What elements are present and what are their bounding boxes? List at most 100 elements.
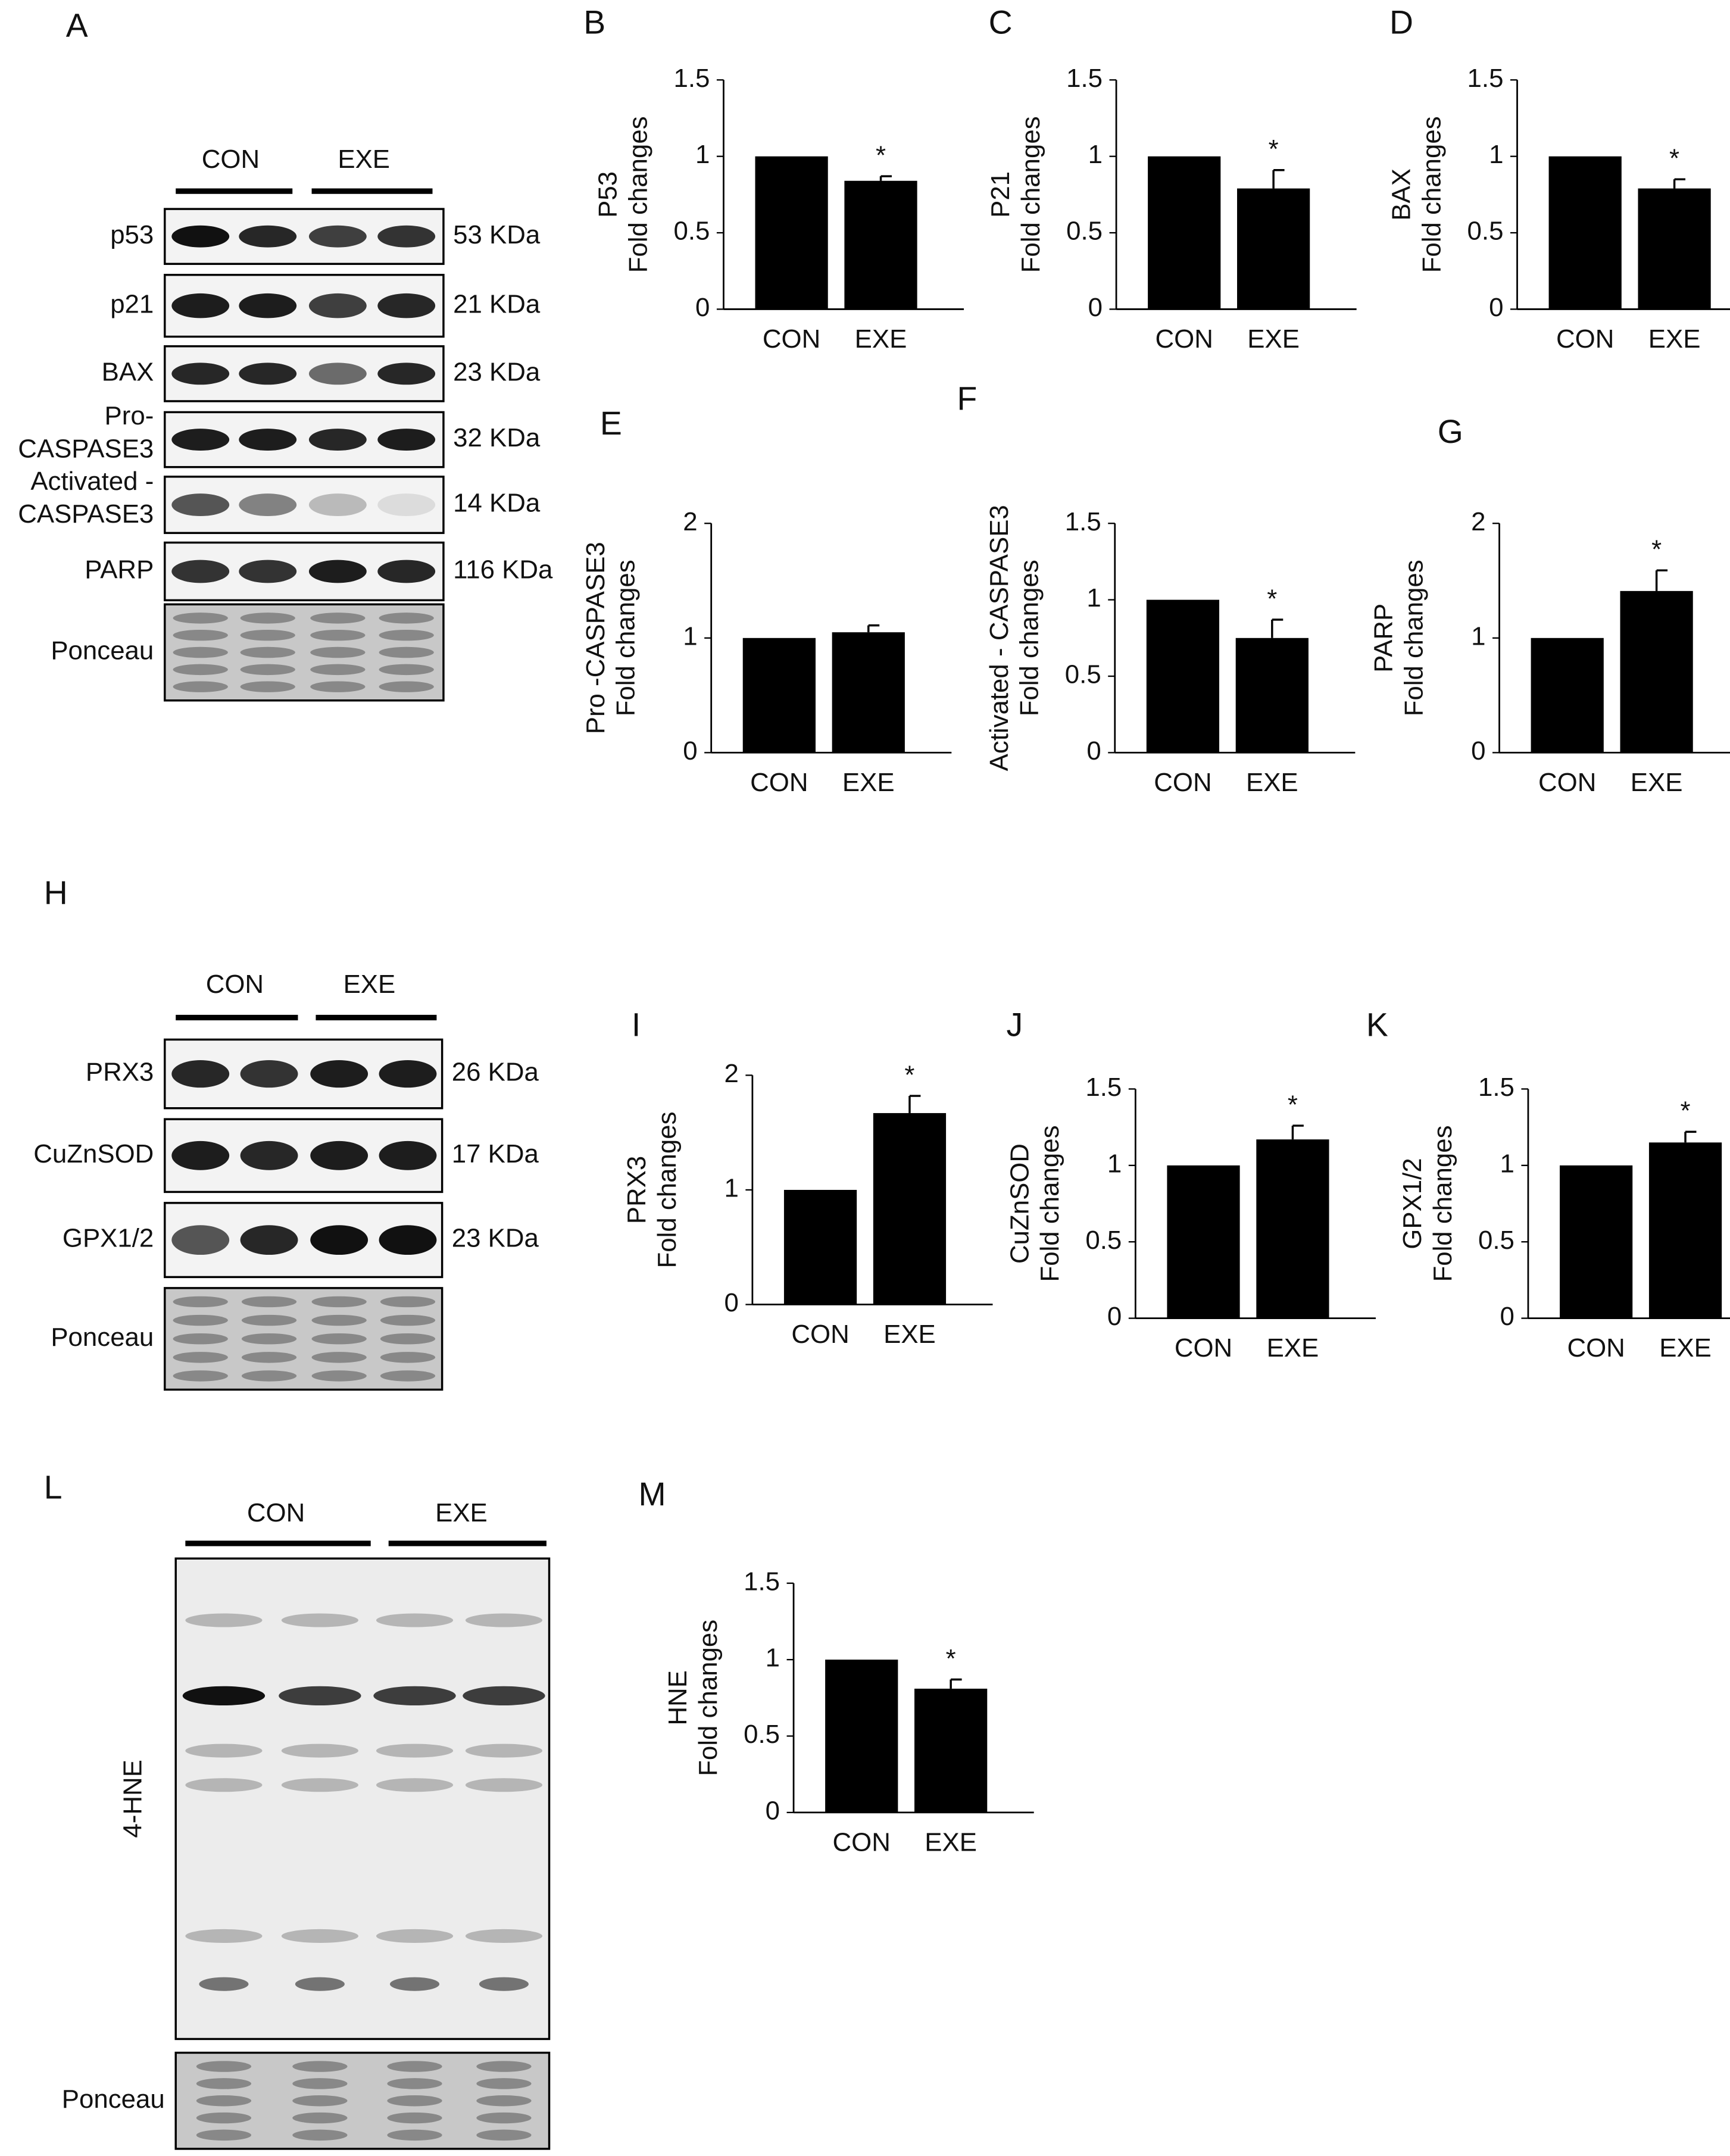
- panel-label: B: [583, 4, 605, 41]
- x-tick-label: EXE: [883, 1320, 936, 1349]
- y-axis-label: P53: [594, 171, 623, 218]
- molecular-weight: 17 KDa: [452, 1139, 539, 1168]
- row-label: Ponceau: [62, 2085, 165, 2114]
- blot-band: [185, 1743, 263, 1758]
- group-label: CON: [202, 145, 260, 174]
- bar: [1146, 599, 1220, 753]
- blot-band: [379, 613, 434, 624]
- molecular-weight: 53 KDa: [453, 220, 541, 249]
- blot-frame: [164, 1287, 444, 1391]
- x-tick-label: EXE: [1631, 768, 1683, 797]
- bar: [1620, 590, 1693, 753]
- y-tick-label: 0.5: [673, 217, 710, 246]
- x-tick-label: CON: [833, 1828, 891, 1857]
- blot-band: [308, 429, 367, 451]
- blot-band: [465, 1613, 543, 1627]
- blot-band: [171, 1141, 230, 1170]
- panel-label: F: [957, 380, 978, 417]
- blot-band: [380, 1352, 436, 1363]
- y-tick-label: 1: [1489, 140, 1503, 169]
- y-axis-label: Fold changes: [694, 1620, 723, 1776]
- y-axis-label: Fold changes: [1016, 116, 1045, 273]
- bar: [1237, 188, 1310, 310]
- blot-band: [376, 1613, 454, 1627]
- panel-label: C: [989, 4, 1013, 41]
- y-tick-label: 0.5: [1085, 1226, 1122, 1255]
- blot-band: [173, 1370, 228, 1382]
- blot-band: [173, 646, 228, 658]
- panel-label: E: [600, 405, 622, 442]
- blot-band: [241, 1333, 297, 1345]
- y-tick-label: 0.5: [1478, 1226, 1514, 1255]
- blot-band: [173, 1296, 228, 1308]
- molecular-weight: 26 KDa: [452, 1058, 539, 1087]
- blot-band: [292, 2129, 348, 2141]
- error-bar: [867, 624, 880, 633]
- blot-band: [182, 1686, 266, 1706]
- blot-band: [279, 1686, 361, 1706]
- y-tick-label: 1.5: [1066, 64, 1103, 93]
- blot-band: [387, 2078, 442, 2089]
- y-axis-label: Activated - CASPASE3: [985, 505, 1014, 771]
- group-label: EXE: [343, 970, 396, 999]
- bar: [755, 156, 828, 310]
- blot-band: [171, 560, 230, 583]
- panel-label: A: [66, 7, 88, 43]
- blot-band: [281, 1929, 358, 1943]
- blot-frame: [174, 1557, 551, 2041]
- blot-band: [310, 613, 366, 624]
- y-tick-label: 1: [1500, 1149, 1514, 1178]
- blot-band: [240, 613, 295, 624]
- y-tick-label: 0: [1088, 293, 1103, 322]
- x-tick-label: EXE: [1246, 768, 1298, 797]
- row-label: Activated -: [30, 467, 154, 496]
- blot-band: [380, 1314, 436, 1326]
- y-axis-label: Fold changes: [611, 560, 641, 716]
- y-tick-label: 0: [1471, 736, 1485, 765]
- blot-band: [476, 2078, 532, 2089]
- blot-band: [311, 1333, 367, 1345]
- error-bar: [908, 1095, 921, 1113]
- y-tick-label: 0: [683, 736, 697, 765]
- y-tick-label: 2: [1471, 507, 1485, 536]
- blot-band: [308, 293, 367, 318]
- blot-band: [463, 1686, 545, 1706]
- blot-band: [241, 1296, 297, 1308]
- row-label: Pro-: [105, 401, 154, 430]
- bar: [1648, 1142, 1722, 1318]
- row-label: PRX3: [86, 1058, 154, 1087]
- group-label: CON: [247, 1498, 305, 1527]
- blot-band: [173, 1333, 228, 1345]
- blot-band: [380, 1333, 436, 1345]
- blot-band: [173, 629, 228, 641]
- significance-mark: *: [1267, 584, 1277, 613]
- panel-label: G: [1438, 413, 1463, 450]
- y-axis-label: Fold changes: [1035, 1126, 1064, 1282]
- blot-band: [239, 363, 297, 385]
- blot-band: [465, 1929, 543, 1943]
- molecular-weight: 21 KDa: [453, 289, 541, 318]
- y-tick-label: 1: [683, 621, 697, 651]
- y-tick-label: 1.5: [1467, 64, 1504, 93]
- blot-band: [380, 1296, 436, 1308]
- x-tick-label: CON: [1556, 324, 1614, 354]
- group-label: EXE: [338, 145, 390, 174]
- blot-band: [377, 293, 436, 318]
- blot-band: [173, 1314, 228, 1326]
- blot-band: [310, 629, 366, 641]
- y-axis-label: BAX: [1387, 168, 1416, 221]
- row-label: CuZnSOD: [33, 1139, 154, 1168]
- x-tick-label: CON: [763, 324, 820, 354]
- blot-band: [379, 681, 434, 692]
- blot-band: [387, 2129, 442, 2141]
- y-tick-label: 0.5: [744, 1720, 780, 1749]
- blot-band: [173, 681, 228, 692]
- blot-band: [240, 1225, 298, 1255]
- x-tick-label: CON: [1538, 768, 1596, 797]
- blot-band: [311, 1370, 367, 1382]
- y-tick-label: 0: [1500, 1302, 1514, 1331]
- blot-band: [380, 1370, 436, 1382]
- error-bar: [1271, 618, 1284, 638]
- significance-mark: *: [1681, 1096, 1691, 1126]
- row-label: Ponceau: [51, 636, 154, 665]
